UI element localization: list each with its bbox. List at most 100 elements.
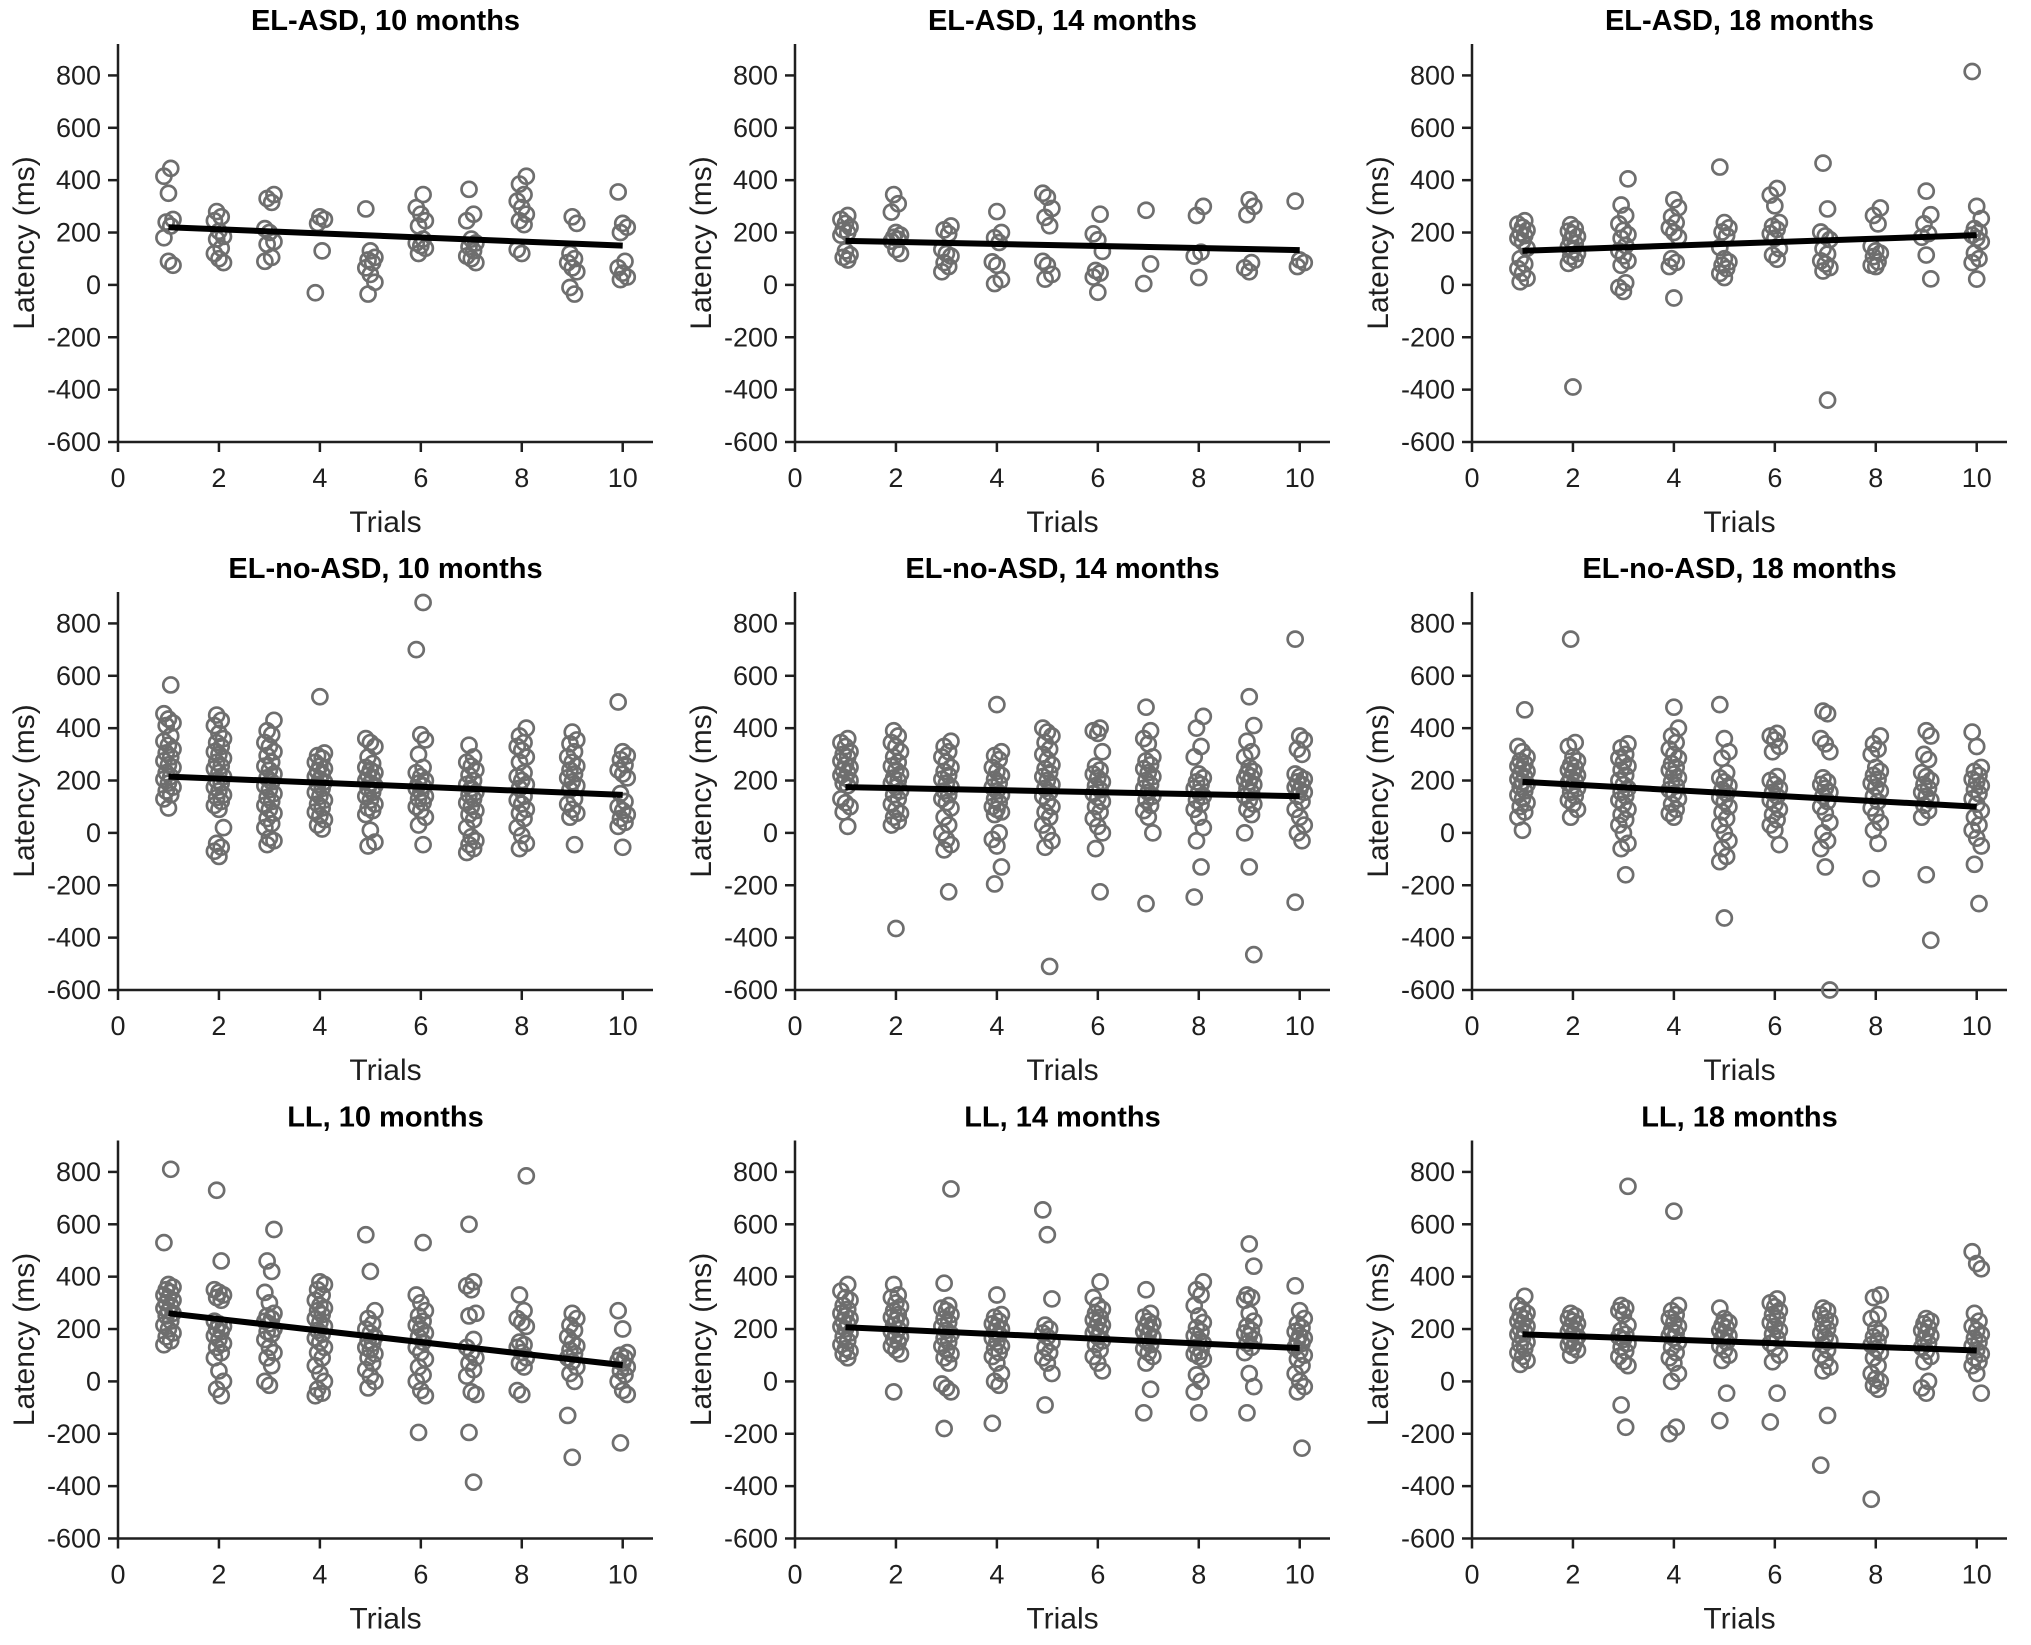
data-point-marker <box>1662 249 1681 268</box>
data-point-marker <box>1710 264 1729 283</box>
data-point-marker <box>1091 1273 1109 1291</box>
data-point-marker <box>212 1386 231 1405</box>
data-point-marker <box>1912 808 1931 827</box>
data-point-marker <box>207 1338 226 1357</box>
data-point-marker <box>558 1406 577 1425</box>
data-point-marker <box>210 800 228 819</box>
data-point-marker <box>1763 742 1782 761</box>
data-point-marker <box>937 1379 956 1397</box>
data-point-marker <box>937 753 956 772</box>
data-point-marker <box>1917 246 1936 264</box>
scatter-panel: EL-no-ASD, 18 months -600 -400 -200 0 200 400 6… <box>1354 548 2031 1096</box>
data-point-marker <box>882 795 901 813</box>
data-point-marker <box>1614 1352 1633 1371</box>
x-tick-label: 4 <box>312 1011 327 1041</box>
data-point-marker <box>1967 1321 1986 1340</box>
x-tick-label: 4 <box>312 463 327 493</box>
data-point-marker <box>1612 196 1630 214</box>
x-tick-label: 6 <box>1090 1560 1105 1590</box>
x-tick-label: 0 <box>787 1011 802 1041</box>
data-point-marker <box>990 1376 1009 1395</box>
data-point-marker <box>306 283 325 302</box>
data-point-marker <box>1238 1403 1256 1422</box>
data-point-marker <box>1614 282 1633 301</box>
y-tick-label: 200 <box>56 766 101 796</box>
data-point-marker <box>1768 250 1786 269</box>
data-point-marker <box>942 1383 960 1401</box>
y-tick-label: 0 <box>1440 270 1455 300</box>
y-tick-label: 0 <box>1440 818 1455 848</box>
data-point-marker <box>1710 238 1729 257</box>
x-tick-label: 6 <box>413 1011 428 1041</box>
data-point-marker <box>1967 1254 1986 1273</box>
data-point-marker <box>1713 1351 1731 1370</box>
x-tick-label: 10 <box>608 1560 638 1590</box>
data-point-marker <box>1137 1280 1155 1299</box>
data-point-marker <box>1616 865 1635 884</box>
y-tick-label: -400 <box>724 923 778 953</box>
x-tick-label: 2 <box>211 463 226 493</box>
data-point-marker <box>361 1367 380 1386</box>
x-tick-label: 6 <box>413 1560 428 1590</box>
data-point-marker <box>214 253 233 272</box>
y-tick-label: 600 <box>56 113 101 143</box>
data-point-marker <box>611 223 630 242</box>
data-point-marker <box>1717 1384 1736 1403</box>
data-point-marker <box>1240 1235 1259 1253</box>
x-axis-label: Trials <box>1703 1054 1775 1087</box>
data-point-marker <box>884 808 903 827</box>
data-point-marker <box>558 1328 577 1346</box>
data-point-marker <box>210 1362 228 1380</box>
data-point-marker <box>834 1345 853 1363</box>
data-point-marker <box>1086 757 1105 775</box>
data-point-marker <box>609 1372 628 1391</box>
trend-line <box>168 773 623 798</box>
x-tick-label: 8 <box>1191 1560 1206 1590</box>
data-point-marker <box>409 790 428 808</box>
x-tick-label: 2 <box>888 1011 903 1041</box>
data-point-marker <box>933 262 951 281</box>
x-tick-label: 0 <box>110 463 125 493</box>
data-point-marker <box>416 1386 435 1405</box>
data-point-marker <box>1185 1296 1204 1315</box>
data-point-marker <box>567 262 586 281</box>
data-point-marker <box>1612 1396 1630 1414</box>
x-axis-label: Trials <box>1026 506 1098 539</box>
data-point-marker <box>567 214 586 233</box>
data-point-marker <box>838 251 857 269</box>
data-point-marker <box>1036 803 1054 821</box>
data-point-marker <box>611 270 630 289</box>
data-point-marker <box>1043 1290 1061 1308</box>
data-point-marker <box>1293 831 1311 850</box>
data-point-marker <box>935 221 953 239</box>
y-tick-label: -600 <box>1401 1524 1455 1554</box>
data-point-marker <box>457 211 476 230</box>
data-point-marker <box>1710 1411 1729 1430</box>
x-axis-label: Trials <box>1703 506 1775 539</box>
scatter-panel: LL, 18 months -600 -400 -200 0 200 400 600 800 0 2… <box>1354 1096 2031 1645</box>
scatter-panel: EL-no-ASD, 10 months -600 -400 -200 0 200 400 6… <box>0 548 677 1096</box>
data-point-marker <box>1612 839 1630 858</box>
data-point-marker <box>207 834 226 853</box>
data-point-marker <box>311 787 329 806</box>
data-point-marker <box>414 835 432 854</box>
y-tick-label: 800 <box>733 60 778 90</box>
data-point-marker <box>1286 192 1305 210</box>
data-point-marker <box>1185 748 1204 766</box>
data-point-marker <box>1137 771 1155 790</box>
data-point-marker <box>1187 206 1206 225</box>
data-point-marker <box>262 193 281 212</box>
data-point-marker <box>1619 169 1637 188</box>
data-point-marker <box>1235 748 1254 766</box>
y-tick-label: -200 <box>47 322 101 352</box>
data-point-marker <box>157 744 176 762</box>
y-tick-label: 400 <box>56 165 101 195</box>
x-tick-label: 2 <box>888 463 903 493</box>
panel-title: EL-no-ASD, 10 months <box>228 553 542 585</box>
data-point-marker <box>1513 821 1532 840</box>
panel-title: LL, 18 months <box>1641 1102 1838 1134</box>
data-point-marker <box>1818 391 1837 409</box>
data-point-marker <box>1710 158 1729 176</box>
data-point-marker <box>1915 745 1933 764</box>
data-point-marker <box>891 1345 910 1363</box>
